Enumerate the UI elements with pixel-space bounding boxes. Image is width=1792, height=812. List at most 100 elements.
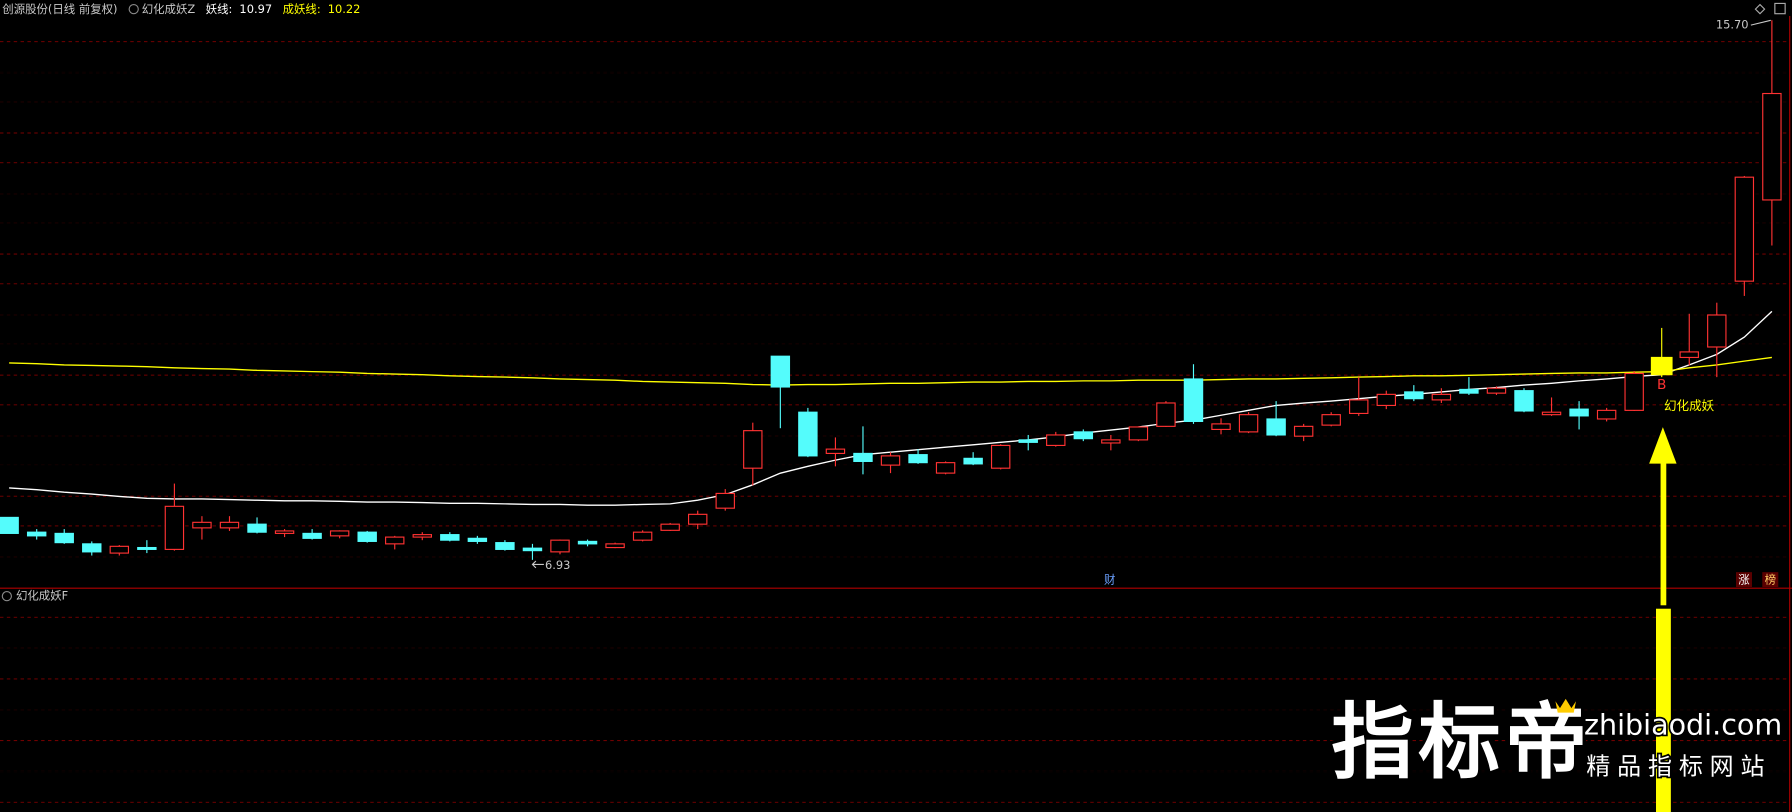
candle-body xyxy=(412,534,432,538)
grid-dash xyxy=(0,435,1788,437)
legend-name: 妖线: xyxy=(206,2,233,16)
grid-dash xyxy=(0,314,1788,316)
candle-body xyxy=(990,444,1011,469)
candle-body xyxy=(1486,387,1507,394)
indicator-icon[interactable] xyxy=(1,591,12,602)
candle-body xyxy=(1211,423,1231,430)
candle-body xyxy=(1046,434,1066,446)
max-label: 15.70 xyxy=(1716,18,1749,32)
candle-body xyxy=(908,454,928,464)
candle-body xyxy=(1073,431,1094,440)
grid-dash xyxy=(0,101,1788,103)
candle-body xyxy=(1431,393,1452,401)
grid-dash xyxy=(0,343,1788,345)
grid-dash xyxy=(0,495,1788,497)
candle-body xyxy=(1101,439,1121,444)
watermark-slogan: 精品指标网站 xyxy=(1586,752,1771,780)
candle-body xyxy=(1762,92,1782,201)
grid-dash xyxy=(0,162,1788,164)
lower-panel-title: 幻化成妖F xyxy=(16,589,68,603)
indicator-line xyxy=(9,310,1773,506)
candle-body xyxy=(577,540,598,545)
candle-body xyxy=(192,521,212,529)
arrow-shaft xyxy=(1656,608,1671,812)
toolbar-icon[interactable] xyxy=(1754,3,1766,15)
grid-dash xyxy=(0,283,1788,285)
arrow-head xyxy=(1649,427,1677,464)
grid-dash xyxy=(0,709,1788,711)
candle-body xyxy=(660,523,680,531)
candle-body xyxy=(164,505,185,550)
grid-dash xyxy=(0,616,1788,618)
candle-body xyxy=(798,411,818,457)
grid-dash xyxy=(0,41,1788,43)
candle-body xyxy=(1569,408,1589,417)
candle-body xyxy=(522,547,543,552)
candle-body xyxy=(54,532,74,544)
rise-flag: 涨 xyxy=(1738,573,1750,587)
candle-body xyxy=(219,521,240,529)
candle-body xyxy=(1156,402,1176,427)
grid-dash xyxy=(0,374,1788,376)
grid-dash xyxy=(0,132,1788,134)
grid-dash xyxy=(0,71,1788,74)
finance-flag: 财 xyxy=(1104,573,1115,587)
indicator-icon[interactable] xyxy=(128,3,139,15)
grid-dash xyxy=(0,740,1788,742)
candle-body xyxy=(1650,356,1673,376)
grid-dashes xyxy=(0,41,1788,803)
candle-body xyxy=(1734,176,1755,282)
rank-flag: 榜 xyxy=(1765,573,1776,587)
candle-body xyxy=(495,542,515,550)
candle-body xyxy=(1018,439,1038,443)
stock-title: 创源股份(日线 前复权) xyxy=(2,2,117,16)
candle-body xyxy=(688,513,708,525)
candle-body xyxy=(467,537,488,542)
candle-body xyxy=(440,534,460,541)
candle-body xyxy=(825,448,846,454)
grid-dash xyxy=(0,556,1788,558)
toolbar-icon[interactable] xyxy=(1774,2,1786,15)
candle-body xyxy=(743,430,763,469)
grid-dash xyxy=(0,253,1788,255)
candle-body xyxy=(715,492,735,509)
indicator-name: 幻化成妖Z xyxy=(142,2,196,16)
indicator-line xyxy=(9,356,1772,386)
grid-dash xyxy=(0,525,1788,527)
candle-body xyxy=(1624,372,1644,411)
signal-text: 幻化成妖 xyxy=(1664,398,1715,413)
candle-body xyxy=(853,452,873,462)
min-pointer xyxy=(531,560,544,569)
candle-body xyxy=(1183,378,1204,423)
grid-dash xyxy=(0,770,1788,773)
candle-body xyxy=(1349,399,1369,415)
candle-body xyxy=(274,530,295,534)
grid-dash xyxy=(0,647,1788,649)
candle-body xyxy=(0,516,19,534)
candle-body xyxy=(1514,390,1534,412)
rise-flag-box xyxy=(1736,572,1752,588)
candle-body xyxy=(1376,393,1396,407)
grid-dash xyxy=(0,801,1788,803)
watermark-brand: 指标帝 xyxy=(1331,696,1592,791)
min-label: 6.93 xyxy=(545,558,570,572)
candle-body xyxy=(137,546,157,550)
candle-body xyxy=(1128,426,1149,441)
candle-body xyxy=(632,531,653,541)
candle-body xyxy=(770,355,791,388)
candle-body xyxy=(1541,411,1562,416)
signal-letter: B xyxy=(1657,377,1666,393)
header: 创源股份(日线 前复权) 幻化成妖Z 妖线: 10.97 成妖线: 10.22 xyxy=(2,2,360,16)
max-pointer xyxy=(1750,19,1771,26)
rank-flag-box xyxy=(1762,572,1779,588)
candle-body xyxy=(1238,414,1259,433)
grid-dash xyxy=(0,404,1788,406)
candle-body xyxy=(1321,414,1341,426)
legend-name: 成妖线: xyxy=(283,2,321,16)
candle-body xyxy=(302,532,322,539)
candle-body xyxy=(82,543,102,553)
grid-dash xyxy=(0,222,1788,224)
